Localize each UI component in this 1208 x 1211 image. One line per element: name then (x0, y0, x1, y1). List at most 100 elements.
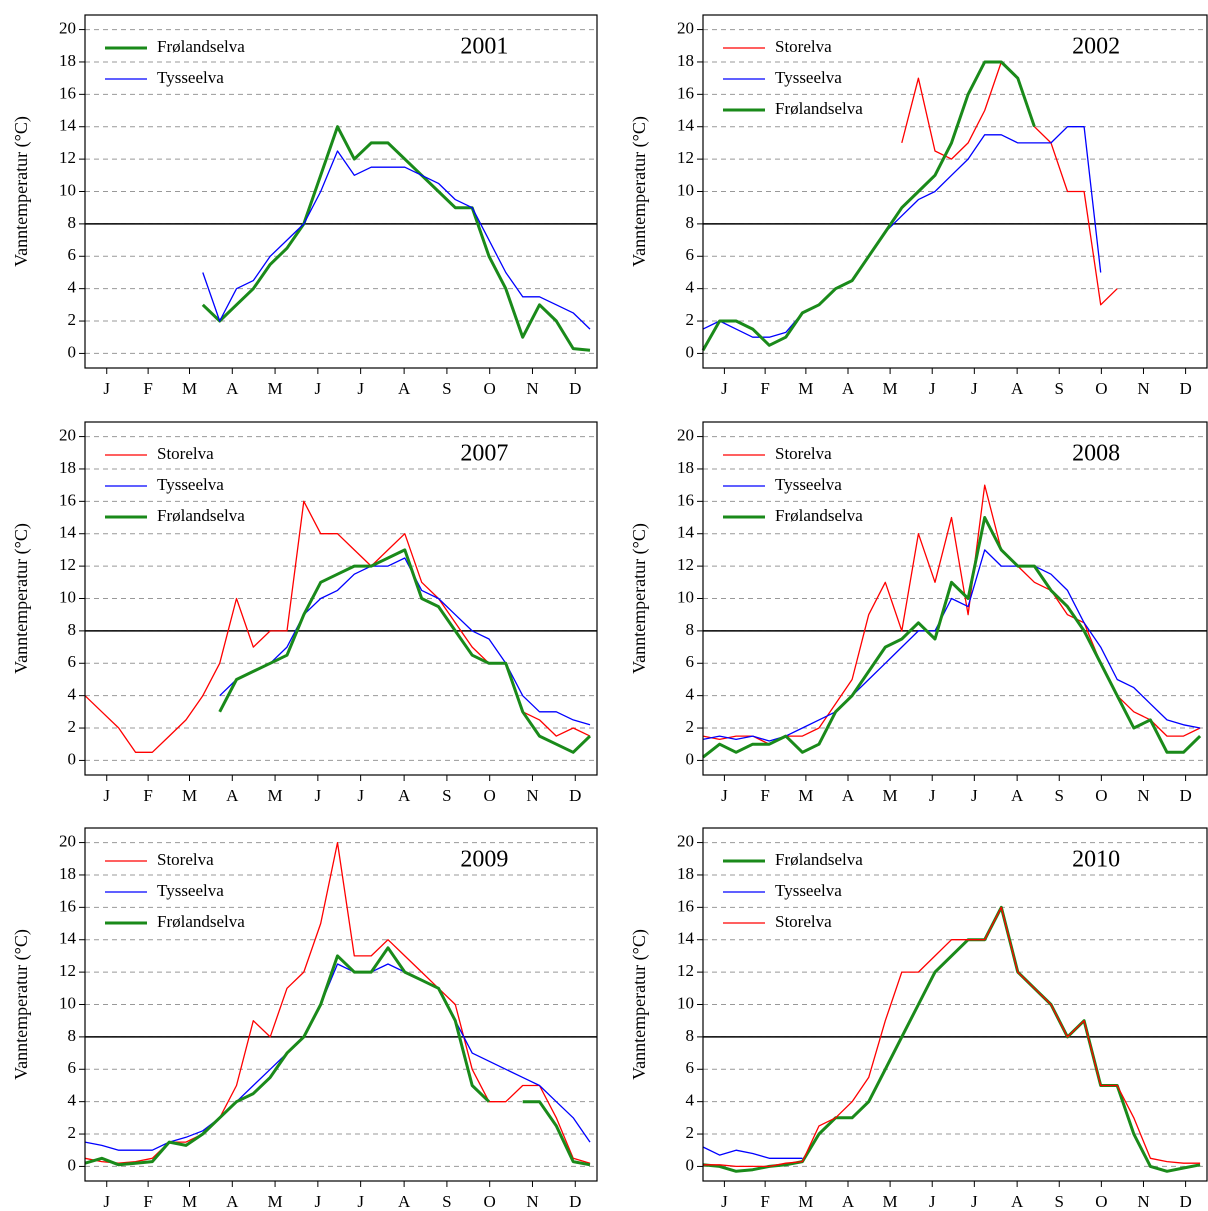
y-axis-label: Vanntemperatur (°C) (629, 116, 650, 267)
y-tick-label: 10 (677, 180, 694, 199)
y-tick-label: 6 (686, 1058, 695, 1077)
x-tick-label: A (226, 1192, 239, 1211)
x-tick-label: J (315, 786, 322, 805)
y-tick-label: 4 (68, 685, 77, 704)
series-line (219, 557, 591, 726)
y-tick-label: 12 (59, 148, 76, 167)
y-tick-label: 14 (59, 929, 77, 948)
legend-label: Frølandselva (157, 37, 245, 56)
x-tick-label: M (182, 786, 197, 805)
x-tick-label: J (971, 1192, 978, 1211)
legend-label: Tysseelva (157, 68, 224, 87)
y-tick-label: 16 (59, 490, 76, 509)
x-tick-label: M (182, 379, 197, 398)
legend-label: Tysseelva (157, 475, 224, 494)
y-tick-label: 18 (677, 458, 694, 477)
x-tick-label: F (143, 786, 152, 805)
y-tick-label: 0 (68, 749, 77, 768)
y-tick-label: 4 (686, 1091, 695, 1110)
y-tick-label: 6 (686, 652, 695, 671)
series-line (84, 946, 591, 1167)
x-tick-label: J (929, 379, 936, 398)
x-tick-label: J (103, 379, 110, 398)
x-tick-label: N (526, 379, 538, 398)
legend-label: Frølandselva (157, 506, 245, 525)
legend-label: Tysseelva (775, 68, 842, 87)
legend-label: Storelva (775, 37, 832, 56)
x-tick-label: M (182, 1192, 197, 1211)
y-tick-label: 8 (68, 1026, 77, 1045)
y-tick-label: 14 (59, 116, 77, 135)
y-tick-label: 16 (677, 490, 694, 509)
x-tick-label: A (842, 786, 855, 805)
x-tick-label: N (1137, 786, 1149, 805)
x-tick-label: M (268, 786, 283, 805)
x-tick-label: O (484, 786, 496, 805)
y-tick-label: 2 (686, 1123, 695, 1142)
x-tick-label: O (1095, 1192, 1107, 1211)
y-tick-label: 18 (59, 864, 76, 883)
legend-label: Storelva (775, 912, 832, 931)
x-tick-label: J (315, 379, 322, 398)
y-tick-label: 2 (68, 1123, 77, 1142)
series-line (84, 500, 591, 753)
x-tick-label: J (103, 1192, 110, 1211)
x-tick-label: J (721, 1192, 728, 1211)
x-tick-label: J (315, 1192, 322, 1211)
x-tick-label: A (226, 379, 239, 398)
series-line (703, 906, 1201, 1168)
legend-label: Storelva (157, 444, 214, 463)
x-tick-label: D (569, 786, 581, 805)
x-tick-label: J (721, 786, 728, 805)
x-tick-label: N (526, 786, 538, 805)
y-tick-label: 14 (59, 523, 77, 542)
x-tick-label: S (442, 786, 451, 805)
plot-frame (84, 14, 598, 369)
y-tick-label: 10 (59, 993, 76, 1012)
legend-label: Tysseelva (775, 881, 842, 900)
x-tick-label: O (484, 1192, 496, 1211)
x-tick-label: J (971, 786, 978, 805)
legend-label: Storelva (775, 444, 832, 463)
x-tick-label: F (143, 1192, 152, 1211)
x-tick-label: A (1011, 379, 1024, 398)
y-tick-label: 6 (686, 245, 695, 264)
y-tick-label: 20 (59, 831, 76, 850)
x-tick-label: S (442, 1192, 451, 1211)
x-tick-label: D (1179, 1192, 1191, 1211)
y-tick-label: 14 (677, 523, 695, 542)
plot-frame (84, 421, 598, 776)
x-tick-label: F (143, 379, 152, 398)
x-tick-label: O (1095, 379, 1107, 398)
x-tick-label: O (1095, 786, 1107, 805)
x-tick-label: N (1137, 1192, 1149, 1211)
y-tick-label: 18 (677, 864, 694, 883)
y-axis-label: Vanntemperatur (°C) (11, 116, 32, 267)
x-tick-label: J (357, 1192, 364, 1211)
x-tick-label: M (798, 1192, 813, 1211)
x-tick-label: M (798, 786, 813, 805)
x-tick-label: D (569, 379, 581, 398)
legend-label: Frølandselva (157, 912, 245, 931)
x-tick-label: M (883, 786, 898, 805)
y-tick-label: 20 (677, 425, 694, 444)
y-tick-label: 2 (686, 717, 695, 736)
x-tick-label: O (484, 379, 496, 398)
x-tick-label: S (1055, 786, 1064, 805)
x-tick-label: F (760, 1192, 769, 1211)
plot-frame (84, 827, 598, 1182)
x-tick-label: S (1055, 1192, 1064, 1211)
x-tick-label: S (442, 379, 451, 398)
y-axis-label: Vanntemperatur (°C) (11, 523, 32, 674)
y-tick-label: 2 (68, 717, 77, 736)
x-tick-label: A (1011, 1192, 1024, 1211)
y-tick-label: 10 (59, 587, 76, 606)
series-line (202, 150, 591, 330)
y-tick-label: 20 (59, 18, 76, 37)
y-tick-label: 18 (59, 458, 76, 477)
plot-frame (702, 14, 1208, 369)
y-tick-label: 0 (686, 342, 695, 361)
legend-label: Frølandselva (775, 99, 863, 118)
y-tick-label: 4 (68, 1091, 77, 1110)
x-tick-label: N (1137, 379, 1149, 398)
